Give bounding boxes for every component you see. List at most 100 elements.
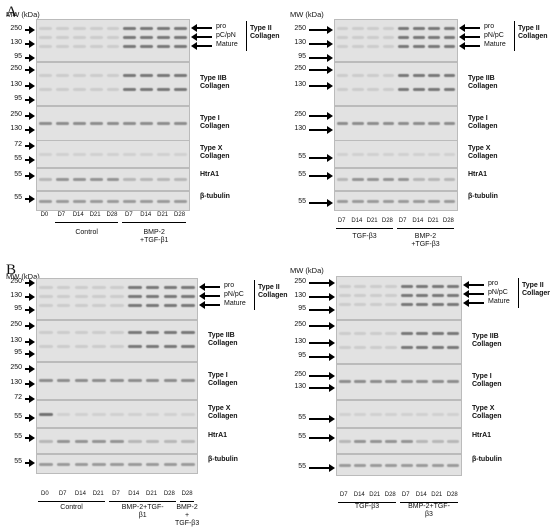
mw-marker-arrow xyxy=(25,322,35,330)
mw-marker-label: 130 xyxy=(10,337,22,344)
mw-marker-label: 55 xyxy=(14,155,22,162)
blot-band xyxy=(400,331,413,335)
blot-band xyxy=(336,45,349,49)
mw-marker-label: 250 xyxy=(10,278,22,285)
blot-band xyxy=(385,346,398,350)
blot-band xyxy=(74,439,89,443)
blot-band xyxy=(428,36,440,40)
blot-band xyxy=(89,27,103,31)
blot-band xyxy=(110,379,124,383)
blot-band xyxy=(145,379,160,383)
blot-membrane xyxy=(336,276,462,320)
form-label: pro xyxy=(216,23,227,30)
blot-band xyxy=(89,121,103,125)
group-underline xyxy=(180,501,194,502)
blot-band xyxy=(336,152,349,156)
mw-marker-arrow xyxy=(25,156,35,164)
blot-band xyxy=(181,463,195,467)
mw-marker-arrow xyxy=(309,434,335,442)
blot-band xyxy=(145,303,160,307)
blot-band xyxy=(400,464,413,467)
lane-label: D21 xyxy=(369,492,381,498)
blot-band xyxy=(39,152,52,156)
mw-marker-label: 130 xyxy=(10,39,22,46)
blot-band xyxy=(55,27,69,31)
blot-band xyxy=(443,152,456,156)
blot-band xyxy=(443,73,456,77)
blot-band xyxy=(110,345,124,348)
blot-band xyxy=(92,463,106,467)
mw-marker-label: 130 xyxy=(294,292,306,299)
blot-band xyxy=(352,27,364,31)
blot-band xyxy=(352,88,364,92)
blot-band xyxy=(447,346,460,350)
blot-band xyxy=(181,303,195,307)
blot-band xyxy=(428,152,440,156)
blot-band xyxy=(382,45,395,49)
blot-band xyxy=(72,45,86,49)
blot-band xyxy=(174,36,187,40)
mw-marker-label: 250 xyxy=(294,65,306,72)
blot-band xyxy=(181,331,195,334)
form-arrow xyxy=(199,283,220,291)
blot-band xyxy=(382,88,395,92)
blot-band xyxy=(55,152,69,156)
blot-band xyxy=(39,73,52,77)
lane-label: D14 xyxy=(72,212,84,218)
mw-marker-arrow xyxy=(25,459,35,467)
blot-band xyxy=(428,45,440,49)
blot-band xyxy=(428,27,440,31)
blot-membrane xyxy=(36,191,190,211)
blot-band xyxy=(447,303,460,307)
mw-marker-label: 55 xyxy=(14,194,22,201)
blot-band xyxy=(157,27,171,31)
mw-marker-label: 130 xyxy=(10,125,22,132)
mw-marker-arrow xyxy=(309,172,333,180)
blot-band xyxy=(431,303,444,307)
blot-band xyxy=(39,439,53,443)
mw-marker-arrow xyxy=(25,306,35,314)
blot-band xyxy=(163,303,178,307)
lane-label: D7 xyxy=(339,492,348,498)
blot-band xyxy=(174,27,187,31)
lane-label: D14 xyxy=(74,491,86,497)
blot-band xyxy=(369,412,382,416)
mw-marker-arrow xyxy=(309,415,335,423)
mw-marker-label: 55 xyxy=(298,433,306,440)
blot-band xyxy=(338,303,351,307)
blot-band xyxy=(145,463,160,467)
blot-membrane xyxy=(336,400,462,428)
group-label: BMP-2+TGF-β1 xyxy=(140,229,169,244)
blot-band xyxy=(123,27,137,31)
blot-band xyxy=(56,286,71,290)
lane-label: D21 xyxy=(427,218,439,224)
blot-band xyxy=(140,152,154,156)
group-label: BMP-2 + TGF-β3 xyxy=(174,504,200,527)
blot-band xyxy=(89,73,103,77)
blot-membrane xyxy=(36,106,190,141)
blot-membrane xyxy=(36,454,198,474)
mw-marker-label: 250 xyxy=(10,321,22,328)
mw-marker-arrow xyxy=(309,82,333,90)
lane-label: D28 xyxy=(163,491,175,497)
blot-band xyxy=(354,293,367,297)
mw-marker-label: 130 xyxy=(294,338,306,345)
protein-label: Type X Collagen xyxy=(472,405,502,420)
mw-marker-label: 95 xyxy=(14,349,22,356)
blot-band xyxy=(382,27,395,31)
blot-band xyxy=(39,36,52,40)
blot-band xyxy=(128,463,142,467)
mw-marker-arrow xyxy=(309,306,335,314)
blot-band xyxy=(74,345,89,348)
blot-band xyxy=(157,88,171,92)
blot-band xyxy=(416,346,429,350)
blot-band xyxy=(106,200,120,204)
blot-band xyxy=(367,121,379,125)
blot-band xyxy=(431,412,444,416)
blot-band xyxy=(181,345,195,348)
blot-band xyxy=(39,200,52,204)
mw-title: MW (kDa) xyxy=(290,10,324,19)
blot-band xyxy=(140,36,154,40)
blot-band xyxy=(385,412,398,416)
blot-band xyxy=(338,464,351,467)
